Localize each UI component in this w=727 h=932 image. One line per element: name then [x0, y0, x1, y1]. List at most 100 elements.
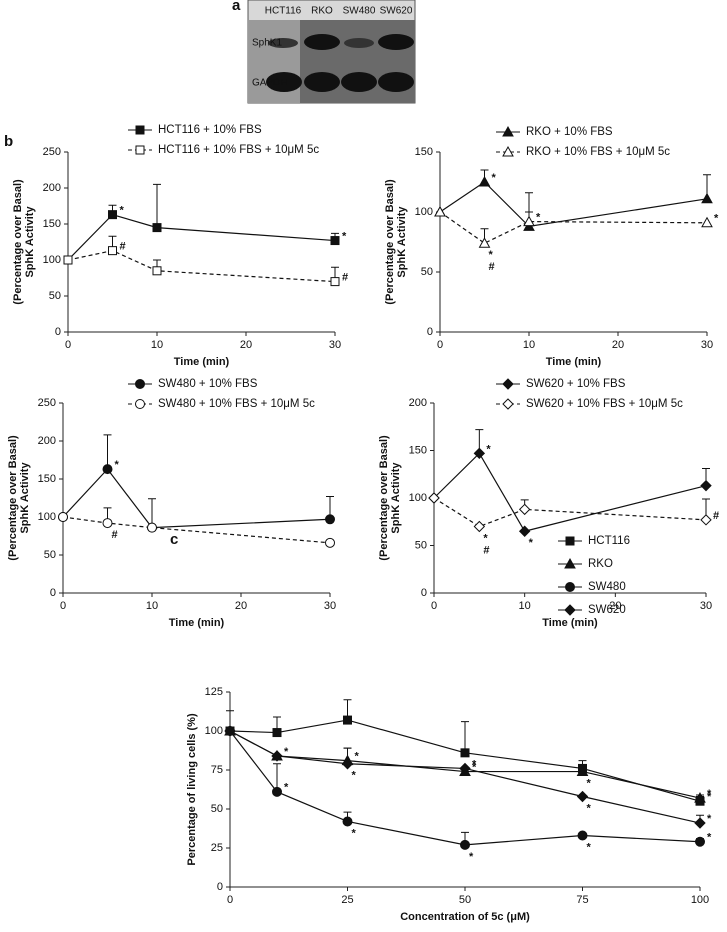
x-tick-label: 20: [612, 339, 624, 351]
series-line: [67, 213, 336, 261]
x-tick-label: 0: [437, 339, 443, 351]
y-tick-label: 100: [205, 725, 223, 737]
marker: [272, 786, 282, 797]
band: [378, 34, 414, 50]
panel-label: c: [170, 531, 178, 548]
y-tick-label: 150: [43, 218, 61, 230]
point-label: *: [489, 249, 494, 261]
y-tick-label: 50: [44, 549, 56, 561]
x-tick-label: 20: [240, 339, 252, 351]
marker: [523, 215, 535, 227]
marker: [478, 237, 491, 248]
marker: [576, 765, 589, 777]
error-bar: [103, 434, 112, 470]
x-axis-label: Concentration of 5c (μM): [400, 911, 530, 923]
point-label: *: [714, 213, 719, 225]
y-tick-label: 0: [50, 587, 56, 599]
marker: [459, 762, 471, 775]
point-label: *: [483, 532, 488, 544]
x-tick-label: 20: [609, 600, 621, 612]
marker: [147, 522, 157, 533]
row-label: SphK1: [252, 38, 282, 49]
western-blot: HCT116 RKO SW480 SW620 SphK1 GAPDH: [247, 0, 416, 104]
panel-label: b: [4, 133, 13, 150]
marker: [135, 379, 145, 389]
error-bar: [461, 721, 469, 753]
marker: [502, 378, 514, 390]
x-tick-label: 0: [431, 600, 437, 612]
marker: [565, 582, 575, 592]
y-tick-label: 25: [211, 842, 223, 854]
y-tick-label: 0: [55, 326, 61, 338]
x-tick-label: 10: [146, 600, 158, 612]
y-axis-label: (Percentage over Basal): [384, 179, 396, 305]
x-tick-label: 0: [65, 339, 71, 351]
point-label: *: [352, 770, 357, 782]
point-label: *: [486, 443, 491, 455]
band: [304, 72, 340, 92]
x-tick-label: 50: [459, 894, 471, 906]
point-label: *: [352, 827, 357, 839]
point-label: *: [284, 782, 289, 794]
y-tick-label: 200: [38, 435, 56, 447]
marker: [576, 790, 589, 803]
x-tick-label: 30: [701, 339, 713, 351]
y-tick-label: 0: [421, 587, 427, 599]
legend-label: RKO + 10% FBS: [526, 126, 613, 138]
band: [344, 38, 374, 48]
marker: [564, 557, 576, 569]
legend-label: SW480: [588, 581, 626, 593]
marker: [473, 520, 486, 533]
series-line: [62, 516, 331, 544]
marker: [694, 817, 706, 829]
panel-label: a: [232, 0, 241, 14]
legend-label: HCT116 + 10% FBS: [158, 124, 262, 136]
point-label: *: [469, 851, 474, 863]
x-tick-label: 10: [151, 339, 163, 351]
row-label: GAPDH: [252, 78, 288, 89]
marker: [102, 518, 113, 529]
marker: [342, 816, 353, 827]
legend-label: SW620 + 10% FBS + 10μM 5c: [526, 398, 683, 410]
marker: [108, 210, 117, 220]
marker: [565, 536, 575, 546]
marker: [460, 748, 470, 758]
marker: [577, 830, 588, 841]
point-label: #: [120, 241, 126, 253]
series-line: [433, 452, 707, 532]
series-line: [62, 468, 331, 529]
x-axis-label: Time (min): [546, 356, 602, 368]
y-tick-label: 100: [409, 492, 427, 504]
y-axis-label: (Percentage over Basal): [7, 435, 19, 561]
point-label: *: [587, 841, 592, 853]
marker: [460, 839, 470, 850]
band: [378, 72, 414, 92]
band: [341, 72, 377, 92]
x-tick-label: 25: [341, 894, 353, 906]
marker: [325, 537, 335, 548]
marker: [502, 398, 514, 410]
legend-label: SW480 + 10% FBS + 10μM 5c: [158, 398, 315, 410]
y-axis-label: SphK Activity: [24, 206, 36, 278]
marker: [341, 758, 354, 770]
marker: [135, 399, 145, 409]
marker: [108, 246, 117, 256]
marker: [502, 125, 514, 137]
marker: [330, 277, 340, 287]
x-tick-label: 30: [324, 600, 336, 612]
x-tick-label: 75: [576, 894, 588, 906]
point-label: *: [587, 777, 592, 789]
x-tick-label: 10: [519, 600, 531, 612]
legend-label: SW620: [588, 604, 626, 616]
y-tick-label: 100: [43, 254, 61, 266]
x-tick-label: 20: [235, 600, 247, 612]
error-bar: [153, 183, 161, 228]
series-line: [229, 730, 701, 824]
lane-label: RKO: [311, 6, 333, 17]
x-axis-label: Time (min): [169, 617, 225, 629]
point-label: *: [707, 788, 712, 800]
point-label: *: [707, 813, 712, 825]
band: [268, 38, 298, 48]
point-label: #: [483, 544, 489, 556]
